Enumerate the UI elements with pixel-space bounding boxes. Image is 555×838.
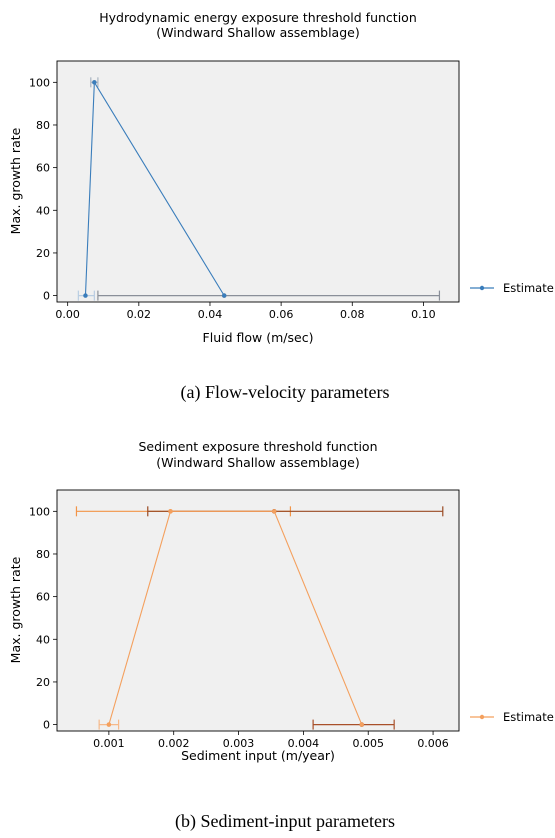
data-point <box>272 509 277 514</box>
x-tick-label: 0.001 <box>93 737 125 750</box>
chart-flow-velocity: Hydrodynamic energy exposure threshold f… <box>8 10 554 345</box>
chart-sediment-input: Sediment exposure threshold function (Wi… <box>8 439 554 763</box>
y-tick-label: 0 <box>43 290 50 303</box>
data-point <box>168 509 173 514</box>
plot-area <box>56 489 460 732</box>
y-tick-label: 20 <box>36 247 50 260</box>
chart-title: Sediment exposure threshold function <box>138 439 377 454</box>
legend-marker <box>479 285 485 291</box>
x-tick-label: 0.005 <box>352 737 384 750</box>
caption-a: (a) Flow-velocity parameters <box>181 382 390 403</box>
x-tick-label: 0.004 <box>288 737 320 750</box>
x-tick-label: 0.10 <box>411 308 436 321</box>
x-tick-label: 0.08 <box>340 308 365 321</box>
legend-label: Estimate <box>503 710 554 724</box>
y-axis-label: Max. growth rate <box>8 127 23 234</box>
x-tick-label: 0.04 <box>198 308 223 321</box>
x-axis-label: Fluid flow (m/sec) <box>203 330 314 345</box>
x-tick-label: 0.002 <box>158 737 190 750</box>
x-tick-label: 0.006 <box>417 737 449 750</box>
y-axis-label: Max. growth rate <box>8 556 23 663</box>
y-ticks: 0 20 40 60 80 100 <box>29 505 57 732</box>
y-tick-label: 80 <box>36 548 50 561</box>
chart-title: Hydrodynamic energy exposure threshold f… <box>99 10 417 25</box>
series <box>83 80 227 298</box>
x-tick-label: 0.06 <box>269 308 294 321</box>
chart-subtitle: (Windward Shallow assemblage) <box>156 25 359 40</box>
y-tick-label: 60 <box>36 591 50 604</box>
y-tick-label: 0 <box>43 719 50 732</box>
x-axis-label: Sediment input (m/year) <box>181 748 335 763</box>
plot-area <box>56 60 460 303</box>
legend: Estimate <box>470 281 554 295</box>
y-tick-label: 60 <box>36 162 50 175</box>
data-point <box>83 293 88 298</box>
data-point <box>222 293 227 298</box>
y-tick-label: 40 <box>36 204 50 217</box>
series <box>106 509 364 727</box>
caption-b: (b) Sediment-input parameters <box>175 811 395 832</box>
y-tick-label: 100 <box>29 76 50 89</box>
x-tick-label: 0.00 <box>55 308 80 321</box>
data-point <box>106 722 112 727</box>
legend-marker <box>479 714 485 720</box>
y-tick-label: 40 <box>36 633 50 646</box>
y-tick-label: 80 <box>36 119 50 132</box>
data-point <box>92 80 97 85</box>
chart-subtitle: (Windward Shallow assemblage) <box>156 455 359 470</box>
series-line <box>108 510 363 725</box>
x-tick-label: 0.02 <box>127 308 152 321</box>
y-tick-label: 20 <box>36 676 50 689</box>
y-tick-label: 100 <box>29 505 50 518</box>
x-ticks: 0.00 0.02 0.04 0.06 0.08 0.10 <box>55 302 436 321</box>
x-tick-label: 0.003 <box>223 737 255 750</box>
y-ticks: 0 20 40 60 80 100 <box>29 76 57 303</box>
legend-label: Estimate <box>503 281 554 295</box>
data-point <box>359 722 364 727</box>
legend: Estimate <box>470 710 554 724</box>
x-ticks: 0.001 0.002 0.003 0.004 0.005 0.006 <box>93 731 449 750</box>
